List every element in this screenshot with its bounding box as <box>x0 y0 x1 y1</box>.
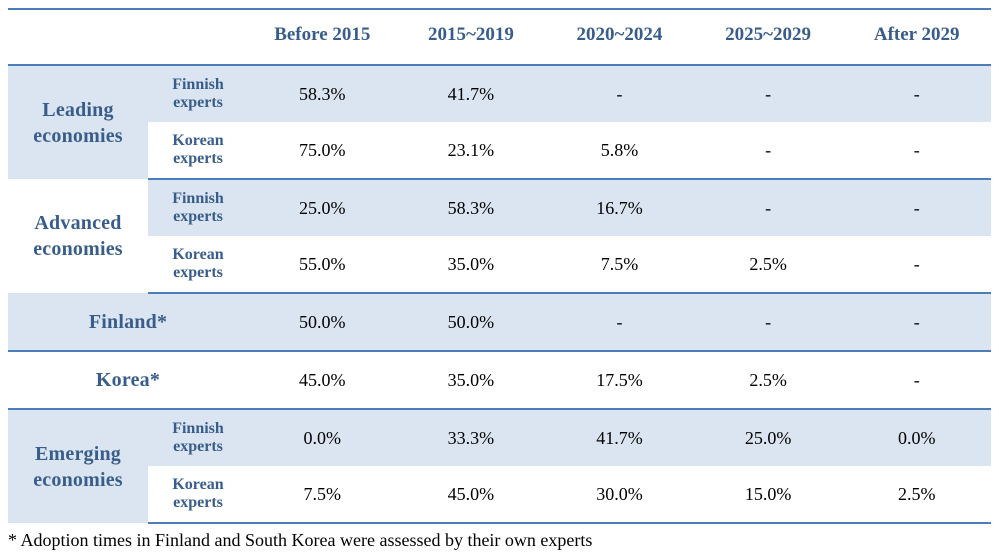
econ-label-korea: Korea* <box>8 351 248 409</box>
cell: - <box>842 122 991 179</box>
cell: 50.0% <box>397 293 546 351</box>
cell: 41.7% <box>545 409 694 466</box>
col-header: 2020~2024 <box>545 9 694 65</box>
cell: 7.5% <box>545 236 694 293</box>
table-row: Korean experts 7.5% 45.0% 30.0% 15.0% 2.… <box>8 466 991 523</box>
cell: 0.0% <box>842 409 991 466</box>
cell: - <box>694 122 843 179</box>
cell: 55.0% <box>248 236 397 293</box>
sub-label: Finnish experts <box>148 65 248 122</box>
table-row: Finland* 50.0% 50.0% - - - <box>8 293 991 351</box>
cell: 33.3% <box>397 409 546 466</box>
cell: 50.0% <box>248 293 397 351</box>
cell: 35.0% <box>397 351 546 409</box>
cell: - <box>842 351 991 409</box>
footnote: * Adoption times in Finland and South Ko… <box>8 524 991 551</box>
cell: 58.3% <box>248 65 397 122</box>
cell: - <box>545 65 694 122</box>
sub-label: Finnish experts <box>148 179 248 236</box>
cell: 75.0% <box>248 122 397 179</box>
econ-label-advanced: Advanced economies <box>8 179 148 293</box>
cell: - <box>545 293 694 351</box>
cell: 17.5% <box>545 351 694 409</box>
col-header: 2025~2029 <box>694 9 843 65</box>
col-header: 2015~2019 <box>397 9 546 65</box>
cell: 2.5% <box>694 236 843 293</box>
cell: 2.5% <box>694 351 843 409</box>
sub-label: Korean experts <box>148 466 248 523</box>
cell: 25.0% <box>248 179 397 236</box>
sub-label: Korean experts <box>148 236 248 293</box>
col-header: Before 2015 <box>248 9 397 65</box>
cell: 23.1% <box>397 122 546 179</box>
cell: - <box>694 293 843 351</box>
econ-label-finland: Finland* <box>8 293 248 351</box>
cell: 30.0% <box>545 466 694 523</box>
cell: - <box>694 65 843 122</box>
cell: 25.0% <box>694 409 843 466</box>
cell: - <box>694 179 843 236</box>
adoption-time-table: Before 2015 2015~2019 2020~2024 2025~202… <box>8 8 991 524</box>
cell: 45.0% <box>248 351 397 409</box>
cell: 0.0% <box>248 409 397 466</box>
table-header: Before 2015 2015~2019 2020~2024 2025~202… <box>8 9 991 65</box>
table-row: Korean experts 75.0% 23.1% 5.8% - - <box>8 122 991 179</box>
cell: 16.7% <box>545 179 694 236</box>
econ-label-emerging: Emerging economies <box>8 409 148 523</box>
cell: 41.7% <box>397 65 546 122</box>
cell: 15.0% <box>694 466 843 523</box>
table-row: Emerging economies Finnish experts 0.0% … <box>8 409 991 466</box>
table-row: Advanced economies Finnish experts 25.0%… <box>8 179 991 236</box>
cell: 7.5% <box>248 466 397 523</box>
col-header: After 2029 <box>842 9 991 65</box>
table-row: Korean experts 55.0% 35.0% 7.5% 2.5% - <box>8 236 991 293</box>
cell: 45.0% <box>397 466 546 523</box>
sub-label: Korean experts <box>148 122 248 179</box>
cell: - <box>842 179 991 236</box>
cell: - <box>842 293 991 351</box>
table-row: Korea* 45.0% 35.0% 17.5% 2.5% - <box>8 351 991 409</box>
cell: 58.3% <box>397 179 546 236</box>
cell: 2.5% <box>842 466 991 523</box>
econ-label-leading: Leading economies <box>8 65 148 179</box>
cell: - <box>842 65 991 122</box>
sub-label: Finnish experts <box>148 409 248 466</box>
table-row: Leading economies Finnish experts 58.3% … <box>8 65 991 122</box>
cell: 35.0% <box>397 236 546 293</box>
cell: - <box>842 236 991 293</box>
cell: 5.8% <box>545 122 694 179</box>
